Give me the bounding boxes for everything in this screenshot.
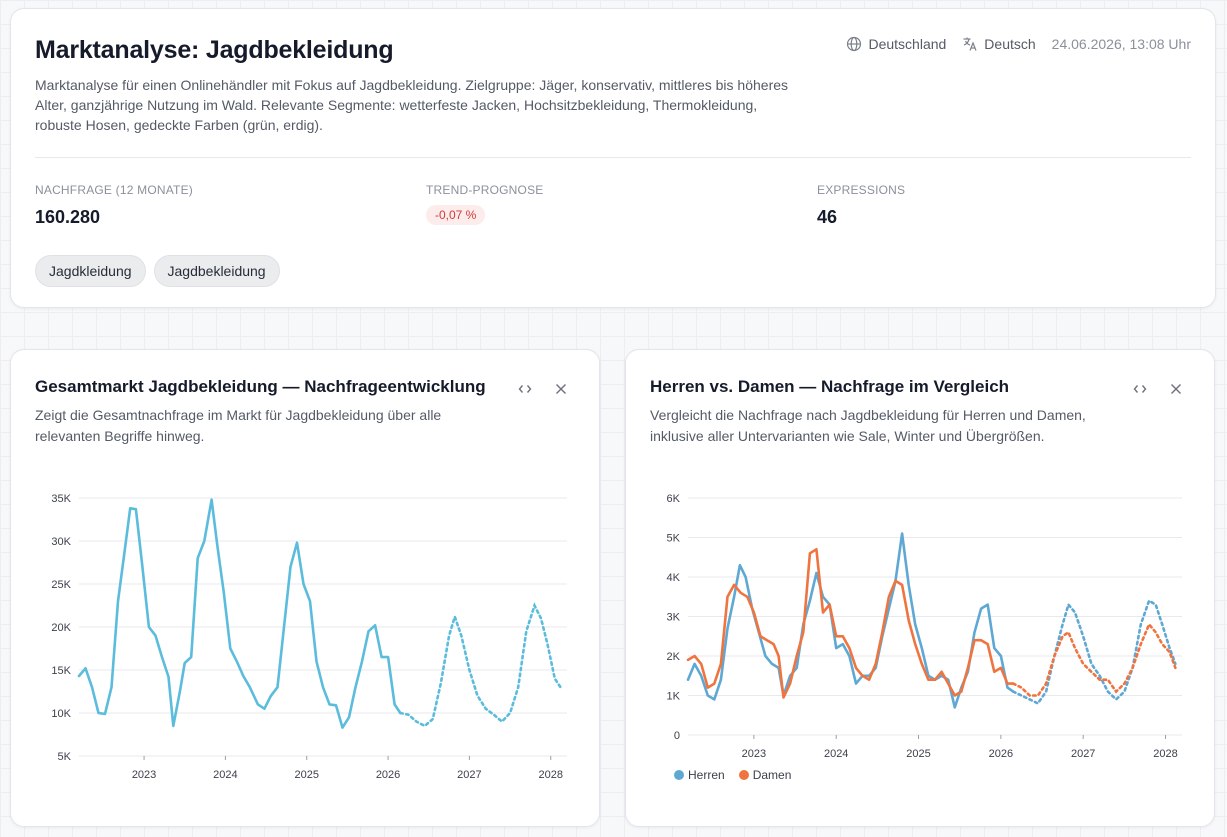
stat-demand-label: NACHFRAGE (12 MONATE): [35, 183, 193, 197]
stat-trend-label: TREND-PROGNOSE: [426, 183, 544, 197]
y-tick-label: 10K: [51, 708, 71, 720]
country-label: Deutschland: [868, 36, 947, 52]
translate-icon: [963, 37, 977, 51]
x-tick-label: 2028: [538, 769, 562, 781]
y-tick-label: 30K: [51, 536, 71, 548]
code-icon[interactable]: [1130, 379, 1150, 399]
legend-label: Damen: [752, 768, 792, 782]
y-tick-label: 4K: [667, 572, 681, 584]
y-tick-label: 2K: [667, 651, 681, 663]
timestamp: 24.06.2026, 13:08 Uhr: [1051, 36, 1191, 52]
x-tick-label: 2023: [132, 769, 156, 781]
legend-swatch: [738, 770, 749, 780]
chart-description: Zeigt die Gesamtnachfrage im Markt für J…: [35, 407, 442, 444]
language-label: Deutsch: [984, 36, 1036, 52]
stat-expressions-label: EXPRESSIONS: [817, 183, 906, 197]
y-tick-label: 25K: [51, 579, 71, 591]
card-actions: [1114, 379, 1186, 399]
stat-expressions-value: 46: [817, 207, 838, 227]
y-tick-label: 5K: [58, 751, 72, 763]
chart-card-gender: Herren vs. Damen — Nachfrage im Vergleic…: [625, 349, 1215, 827]
y-tick-label: 0: [674, 730, 680, 742]
chart-title: Herren vs. Damen — Nachfrage im Vergleic…: [650, 377, 1010, 396]
y-tick-label: 1K: [667, 691, 681, 703]
legend-item-herren[interactable]: Herren: [674, 768, 725, 782]
x-tick-label: 2025: [906, 748, 930, 760]
x-tick-label: 2025: [294, 769, 318, 781]
y-tick-label: 15K: [51, 665, 71, 677]
forecast-line-herren: [1011, 598, 1177, 706]
y-tick-label: 6K: [667, 493, 681, 505]
forecast-line-damen: [1011, 621, 1177, 697]
x-tick-label: 2027: [1071, 748, 1095, 760]
close-icon[interactable]: [551, 379, 571, 399]
page-title: Marktanalyse: Jagdbekleidung: [35, 36, 394, 64]
stat-expressions: EXPRESSIONS 46: [817, 183, 905, 228]
language-selector[interactable]: Deutsch: [962, 36, 1036, 52]
y-tick-label: 35K: [51, 493, 71, 505]
meta-bar: Deutschland Deutsch 24.06.2026, 13:08 Uh…: [830, 36, 1191, 52]
chart-title: Gesamtmarkt Jagdbekleidung — Nachfrageen…: [35, 377, 486, 396]
keyword-tag[interactable]: Jagdbekleidung: [153, 255, 280, 287]
legend-label: Herren: [688, 768, 725, 782]
total-demand-chart: 5K 10K 15K 20K 25K 30K 35K 2023 2024 2025 2026 2027…: [51, 493, 567, 781]
chart-description: Vergleicht die Nachfrage nach Jagdbeklei…: [650, 407, 1086, 444]
stat-demand-value: 160.280: [35, 207, 101, 227]
series-line-damen: [686, 548, 1015, 699]
x-tick-label: 2028: [1153, 748, 1177, 760]
x-tick-label: 2023: [742, 748, 766, 760]
market-overview-card: Marktanalyse: Jagdbekleidung Marktanalys…: [10, 8, 1216, 308]
chart-card-total: Gesamtmarkt Jagdbekleidung — Nachfrageen…: [10, 349, 600, 827]
trend-badge: -0,07 %: [426, 205, 486, 225]
code-icon[interactable]: [515, 379, 535, 399]
x-tick-label: 2026: [376, 769, 400, 781]
stat-demand: NACHFRAGE (12 MONATE) 160.280: [35, 183, 193, 228]
forecast-line-demand: [399, 602, 562, 728]
x-tick-label: 2024: [824, 748, 848, 760]
keyword-tags: Jagdkleidung Jagdbekleidung: [35, 255, 288, 287]
globe-icon: [847, 36, 862, 52]
divider: [35, 157, 1191, 158]
keyword-tag[interactable]: Jagdkleidung: [35, 255, 146, 287]
x-tick-label: 2024: [213, 769, 237, 781]
stat-trend: TREND-PROGNOSE -0,07 %: [426, 183, 543, 225]
page-description: Marktanalyse für einen Onlinehändler mit…: [35, 77, 789, 133]
series-line-demand: [77, 498, 402, 729]
y-tick-label: 20K: [51, 622, 71, 634]
card-actions: [499, 379, 571, 399]
country-selector[interactable]: Deutschland: [846, 36, 946, 52]
x-tick-label: 2026: [989, 748, 1013, 760]
y-tick-label: 5K: [667, 533, 681, 545]
legend-item-damen[interactable]: Damen: [738, 768, 792, 782]
y-tick-label: 3K: [667, 612, 681, 624]
gender-comparison-chart: 0 1K 2K 3K 4K 5K 6K 2023 2024 2025 2026 2027 2028: [667, 493, 1182, 760]
chart-legend: Herren Damen: [674, 768, 805, 782]
close-icon[interactable]: [1166, 379, 1186, 399]
legend-swatch: [674, 770, 684, 780]
x-tick-label: 2027: [457, 769, 481, 781]
